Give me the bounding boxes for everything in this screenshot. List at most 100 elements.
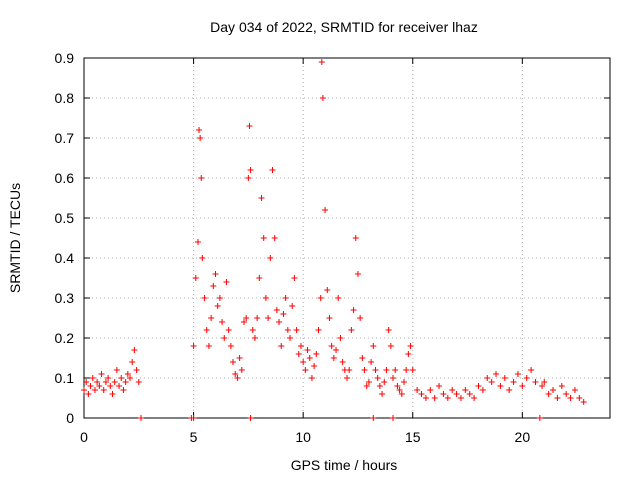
data-point <box>414 387 421 393</box>
data-point <box>350 307 357 313</box>
data-point <box>313 351 320 357</box>
data-point <box>295 351 302 357</box>
data-point <box>567 395 574 401</box>
data-point <box>109 391 116 397</box>
data-point <box>102 379 109 385</box>
data-point <box>243 315 250 321</box>
data-point <box>247 167 254 173</box>
data-point <box>422 395 429 401</box>
data-point <box>273 307 280 313</box>
data-point <box>246 123 253 129</box>
data-point <box>519 383 526 389</box>
data-point <box>131 347 138 353</box>
data-point <box>558 383 565 389</box>
data-point <box>466 391 473 397</box>
data-point <box>363 383 370 389</box>
data-point <box>304 347 311 353</box>
data-point <box>436 383 443 389</box>
data-point <box>479 387 486 393</box>
gap-marker <box>247 415 254 421</box>
data-point <box>118 375 125 381</box>
data-point <box>271 235 278 241</box>
data-point <box>418 391 425 397</box>
data-point <box>230 359 237 365</box>
data-point <box>214 303 221 309</box>
y-tick-label: 0.3 <box>55 290 75 306</box>
y-tick-label: 0.5 <box>55 210 75 226</box>
data-point <box>576 395 583 401</box>
data-point <box>83 379 90 385</box>
data-point <box>135 379 142 385</box>
data-point <box>223 279 230 285</box>
data-point <box>208 315 215 321</box>
data-point <box>133 367 140 373</box>
data-point <box>232 371 239 377</box>
data-point <box>94 379 101 385</box>
data-point <box>333 347 340 353</box>
data-point <box>122 379 129 385</box>
gap-marker <box>190 415 197 421</box>
data-point <box>523 375 530 381</box>
axis-ticks: 0 0.1 0.2 0.3 0.4 0.5 0.6 0.7 0.8 0.9 0 5 10 15 20 <box>55 50 610 445</box>
x-tick-label: 15 <box>405 429 421 445</box>
data-point <box>440 391 447 397</box>
x-tick-label: 10 <box>295 429 311 445</box>
data-point <box>471 395 478 401</box>
x-tick-label: 20 <box>515 429 531 445</box>
data-point <box>87 383 94 389</box>
data-point <box>330 355 337 361</box>
data-point <box>506 387 513 393</box>
data-point <box>372 367 379 373</box>
data-point <box>365 379 372 385</box>
data-point <box>374 375 381 381</box>
data-point <box>192 275 199 281</box>
gap-marker <box>137 415 144 421</box>
data-point <box>280 311 287 317</box>
data-point <box>539 383 546 389</box>
data-point <box>306 355 313 361</box>
data-point <box>225 327 232 333</box>
data-point <box>302 367 309 373</box>
data-point <box>293 327 300 333</box>
data-point <box>493 371 500 377</box>
data-point <box>324 287 331 293</box>
data-points <box>81 59 587 421</box>
data-point <box>120 387 127 393</box>
data-point <box>475 383 482 389</box>
data-point <box>392 367 399 373</box>
data-point <box>385 327 392 333</box>
y-tick-label: 0.9 <box>55 50 75 66</box>
plot-frame <box>83 57 611 419</box>
data-point <box>81 387 87 393</box>
data-point <box>201 295 208 301</box>
data-point <box>449 387 456 393</box>
gap-marker <box>536 415 543 421</box>
data-point <box>216 295 223 301</box>
data-point <box>409 367 416 373</box>
data-point <box>352 235 359 241</box>
data-point <box>282 295 289 301</box>
data-point <box>326 315 333 321</box>
x-axis-label: GPS time / hours <box>291 457 398 473</box>
chart-title: Day 034 of 2022, SRMTID for receiver lha… <box>210 19 478 35</box>
data-point <box>212 271 219 277</box>
data-point <box>251 335 258 341</box>
data-point <box>278 343 285 349</box>
data-point <box>431 395 438 401</box>
data-point <box>107 383 114 389</box>
data-point <box>260 235 267 241</box>
data-point <box>315 327 322 333</box>
data-point <box>100 387 107 393</box>
data-point <box>339 359 346 365</box>
x-tick-label: 5 <box>190 429 198 445</box>
data-point <box>317 295 324 301</box>
data-point <box>359 355 366 361</box>
data-point <box>205 343 212 349</box>
data-point <box>199 255 206 261</box>
data-point <box>197 135 204 141</box>
data-point <box>89 375 96 381</box>
data-point <box>287 335 294 341</box>
data-point <box>376 383 383 389</box>
